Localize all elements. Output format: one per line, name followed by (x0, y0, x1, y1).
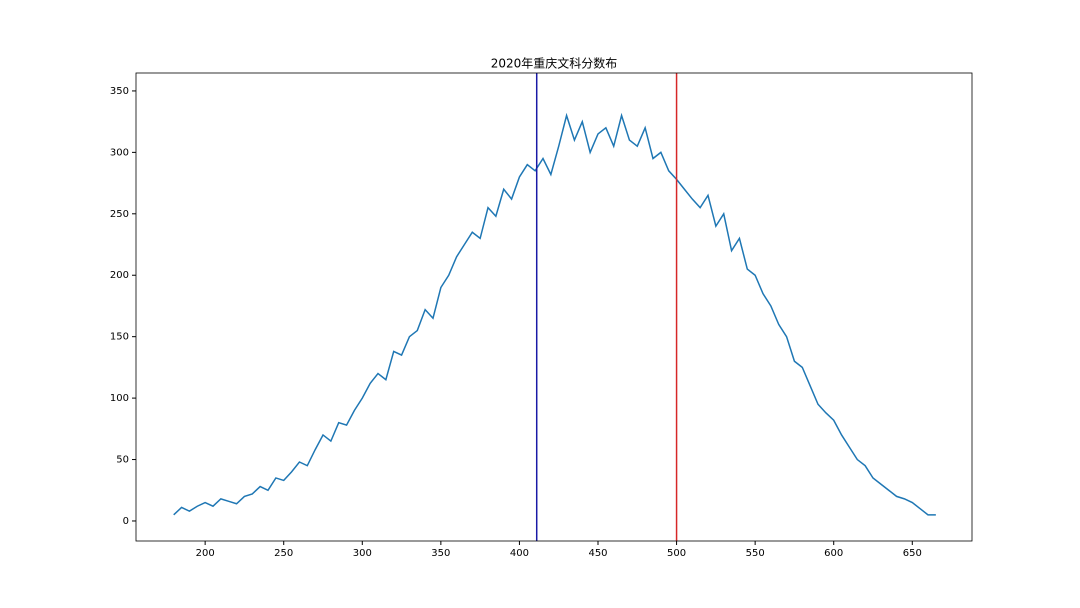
x-tick-label: 350 (431, 548, 450, 559)
axes-frame (135, 72, 973, 542)
y-tick-label: 300 (110, 147, 129, 158)
x-tick-label: 550 (746, 548, 765, 559)
x-tick-label: 300 (353, 548, 372, 559)
y-tick-label: 100 (110, 393, 129, 404)
y-tick-label: 150 (110, 332, 129, 343)
x-tick-label: 500 (667, 548, 686, 559)
y-tick-label: 250 (110, 209, 129, 220)
y-tick-label: 350 (110, 86, 129, 97)
x-tick-label: 400 (510, 548, 529, 559)
line (173, 112, 936, 516)
x-tick-label: 650 (903, 548, 922, 559)
y-tick-label: 200 (110, 270, 129, 281)
x-tick-label: 250 (274, 548, 293, 559)
y-tick-label: 50 (116, 455, 129, 466)
y-tick-label: 0 (123, 516, 129, 527)
x-tick-label: 450 (588, 548, 607, 559)
x-tick-label: 200 (196, 548, 215, 559)
chart-title: 2020年重庆文科分数布 (491, 56, 618, 71)
x-tick-label: 600 (824, 548, 843, 559)
